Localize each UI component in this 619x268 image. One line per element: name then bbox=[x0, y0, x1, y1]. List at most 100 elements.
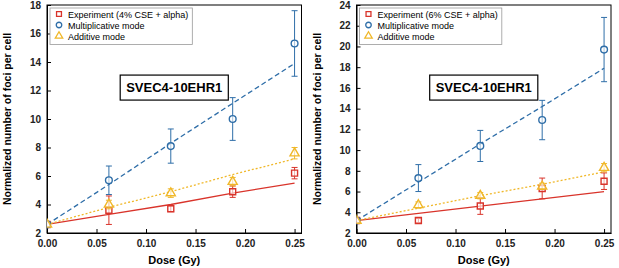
legend-label: Experiment (4% CSE + alpha) bbox=[68, 10, 188, 20]
fit-line bbox=[47, 159, 295, 225]
legend-label: Multiplicative mode bbox=[378, 21, 455, 31]
data-point bbox=[47, 219, 52, 227]
y-axis-line bbox=[357, 6, 358, 234]
data-point bbox=[538, 181, 547, 189]
data-point bbox=[230, 189, 236, 195]
y-axis: 24681012141618 bbox=[30, 0, 51, 239]
error-bar bbox=[477, 130, 483, 161]
y-tick-label: 22 bbox=[339, 20, 351, 31]
x-axis-title: Dose (Gy) bbox=[458, 254, 510, 266]
error-bar bbox=[106, 166, 112, 195]
legend: Experiment (4% CSE + alpha)Multiplicativ… bbox=[50, 8, 192, 45]
y-tick: 24 bbox=[339, 0, 360, 11]
annotation: SVEC4-10EHR1 bbox=[120, 75, 228, 100]
legend-entry: Multiplicative mode bbox=[366, 21, 454, 31]
y-axis-title: Normalized number of foci per cell bbox=[1, 33, 13, 205]
x-axis-title: Dose (Gy) bbox=[148, 254, 200, 266]
y-tick-mark bbox=[47, 5, 51, 6]
x-tick-label: 0.00 bbox=[347, 238, 367, 249]
annotation-text: SVEC4-10EHR1 bbox=[126, 80, 222, 95]
y-tick-label: 8 bbox=[345, 166, 351, 177]
data-point bbox=[167, 143, 174, 150]
y-tick: 12 bbox=[30, 85, 51, 96]
error-bar bbox=[230, 98, 236, 141]
x-tick-mark bbox=[406, 229, 407, 233]
y-tick-mark bbox=[47, 148, 51, 149]
data-point bbox=[601, 46, 608, 53]
x-tick: 0.10 bbox=[446, 229, 466, 249]
chart-panel: 0.000.050.100.150.200.2524681012141618Ex… bbox=[30, 0, 305, 249]
y-tick: 10 bbox=[339, 145, 360, 156]
y-axis-title: Normalized number of foci per cell bbox=[311, 33, 323, 205]
legend-box bbox=[50, 8, 192, 45]
y-tick-label: 10 bbox=[339, 145, 351, 156]
x-tick-label: 0.10 bbox=[446, 238, 466, 249]
y-tick: 6 bbox=[35, 171, 51, 182]
x-tick-label: 0.05 bbox=[87, 238, 107, 249]
annotation-text: SVEC4-10EHR1 bbox=[436, 80, 532, 95]
data-point bbox=[166, 188, 175, 196]
data-point bbox=[168, 206, 174, 212]
y-tick: 4 bbox=[35, 199, 51, 210]
annotation-box bbox=[120, 75, 228, 100]
legend-symbol bbox=[57, 12, 62, 17]
x-tick: 0.25 bbox=[595, 229, 615, 249]
x-tick-mark bbox=[505, 229, 506, 233]
y-tick-mark bbox=[357, 88, 361, 89]
y-tick-mark bbox=[357, 212, 361, 213]
x-tick: 0.05 bbox=[397, 229, 417, 249]
data-point bbox=[476, 190, 485, 198]
annotation: SVEC4-10EHR1 bbox=[430, 75, 538, 100]
data-point bbox=[291, 40, 298, 47]
legend: Experiment (6% CSE + alpha)Multiplicativ… bbox=[360, 8, 502, 45]
y-tick-label: 12 bbox=[339, 124, 351, 135]
data-point bbox=[104, 199, 113, 207]
legend-entry: Additive mode bbox=[55, 32, 125, 42]
y-tick-mark bbox=[357, 150, 361, 151]
x-tick-label: 0.15 bbox=[496, 238, 516, 249]
x-tick-mark bbox=[295, 229, 296, 233]
error-bar bbox=[601, 17, 607, 81]
legend-box bbox=[360, 8, 502, 45]
y-tick-label: 4 bbox=[345, 207, 351, 218]
y-tick: 14 bbox=[30, 57, 51, 68]
y-tick: 8 bbox=[35, 142, 51, 153]
x-tick: 0.05 bbox=[87, 229, 107, 249]
legend-symbol bbox=[366, 12, 371, 17]
data-point bbox=[415, 218, 421, 224]
y-tick-label: 8 bbox=[35, 142, 41, 153]
y-tick-mark bbox=[47, 205, 51, 206]
data-point bbox=[477, 143, 484, 150]
x-tick: 0.15 bbox=[496, 229, 516, 249]
data-point bbox=[229, 116, 236, 123]
legend-symbol bbox=[56, 22, 62, 28]
x-tick: 0.10 bbox=[137, 229, 157, 249]
y-tick: 14 bbox=[339, 103, 360, 114]
x-axis-line bbox=[357, 233, 612, 234]
x-tick-label: 0.20 bbox=[236, 238, 256, 249]
x-tick-mark bbox=[146, 229, 147, 233]
error-bar bbox=[601, 173, 607, 190]
x-tick-mark bbox=[245, 229, 246, 233]
y-tick-label: 14 bbox=[30, 57, 42, 68]
y-tick: 20 bbox=[339, 41, 360, 52]
error-bar bbox=[168, 206, 174, 212]
y-tick-label: 16 bbox=[30, 28, 42, 39]
y-tick-mark bbox=[47, 62, 51, 63]
legend-label: Experiment (6% CSE + alpha) bbox=[378, 10, 498, 20]
annotation-box bbox=[430, 75, 538, 100]
x-tick-label: 0.25 bbox=[285, 238, 305, 249]
data-point bbox=[228, 176, 237, 184]
y-tick-mark bbox=[47, 91, 51, 92]
y-tick-mark bbox=[47, 119, 51, 120]
data-point bbox=[414, 200, 423, 208]
x-tick-mark bbox=[456, 229, 457, 233]
figure: 0.000.050.100.150.200.2524681012141618Ex… bbox=[0, 0, 619, 268]
y-axis: 24681012141618202224 bbox=[339, 0, 360, 239]
x-tick-label: 0.00 bbox=[38, 238, 58, 249]
data-point bbox=[357, 215, 362, 223]
x-tick-label: 0.10 bbox=[137, 238, 157, 249]
y-tick-mark bbox=[357, 233, 361, 234]
x-axis: 0.000.050.100.150.200.25 bbox=[347, 229, 614, 249]
y-tick-mark bbox=[357, 46, 361, 47]
